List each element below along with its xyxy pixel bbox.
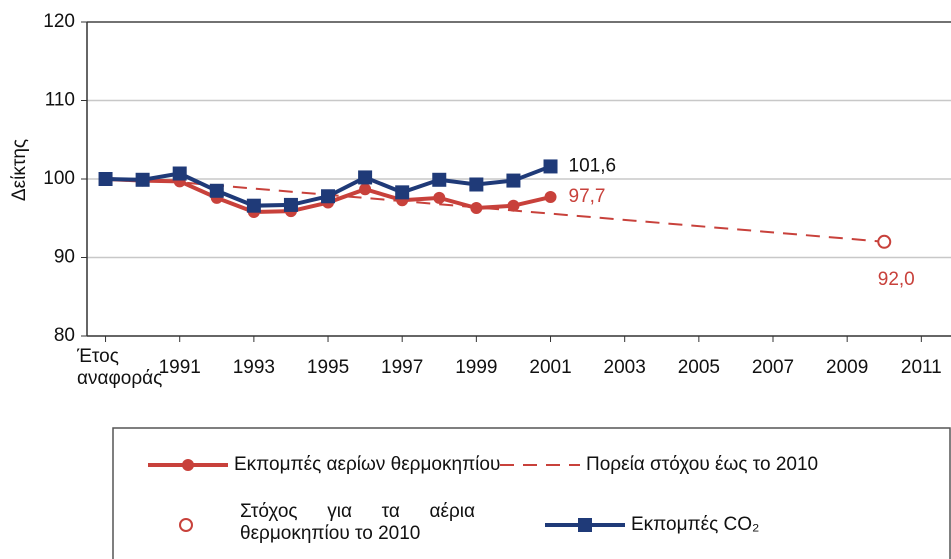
point xyxy=(877,234,892,249)
x-tick-label: 2003 xyxy=(604,357,646,378)
y-tick-label: 90 xyxy=(54,247,75,268)
point xyxy=(321,189,336,204)
x-tick-label: 2007 xyxy=(752,357,794,378)
legend-label: Πορεία στόχου έως το 2010 xyxy=(586,454,818,475)
y-axis-label: Δείκτης xyxy=(9,139,30,201)
point xyxy=(432,172,447,187)
data-label: 101,6 xyxy=(569,155,617,176)
y-tick-label: 110 xyxy=(45,90,75,111)
legend-box xyxy=(112,427,951,559)
point xyxy=(135,172,150,187)
x-tick-label: Έτος αναφοράς xyxy=(77,346,163,389)
point xyxy=(544,191,557,204)
x-tick-label: 2005 xyxy=(678,357,720,378)
y-tick-label: 100 xyxy=(43,168,75,189)
x-tick-label: 2009 xyxy=(826,357,868,378)
legend-label: Εκπομπές αερίων θερμοκηπίου xyxy=(234,454,500,475)
x-tick-label: 1997 xyxy=(381,357,423,378)
series-line xyxy=(187,181,885,243)
point xyxy=(98,172,113,186)
x-tick-label: 1993 xyxy=(233,357,275,378)
point xyxy=(470,202,483,215)
point xyxy=(578,518,592,532)
point xyxy=(358,170,373,185)
point xyxy=(246,198,261,213)
legend-label-box: Στόχος για τα αέρια θερμοκηπίου το 2010 xyxy=(240,501,475,544)
x-tick-label: 2001 xyxy=(529,357,571,378)
y-tick-label: 120 xyxy=(43,11,75,32)
point xyxy=(283,197,298,212)
point xyxy=(507,199,520,212)
x-tick-label: 2011 xyxy=(901,357,942,378)
point xyxy=(395,185,410,200)
x-tick-label: 1995 xyxy=(307,357,349,378)
point xyxy=(433,191,446,204)
point xyxy=(172,166,187,181)
point xyxy=(469,177,484,192)
legend-label: Στόχος για τα αέρια θερμοκηπίου το 2010 xyxy=(240,501,475,544)
x-tick-label-box: Έτος αναφοράς xyxy=(77,346,163,389)
point xyxy=(359,183,372,196)
data-label: 97,7 xyxy=(569,186,606,207)
point xyxy=(209,183,224,198)
data-label: 92,0 xyxy=(878,269,915,290)
x-tick-label: 1999 xyxy=(455,357,497,378)
point xyxy=(179,518,193,532)
y-tick-label: 80 xyxy=(54,325,75,346)
legend-label: Εκπομπές CO₂ xyxy=(631,514,759,535)
x-tick-label: 1991 xyxy=(159,357,201,378)
point xyxy=(543,159,558,174)
point xyxy=(506,173,521,188)
point xyxy=(182,459,194,471)
